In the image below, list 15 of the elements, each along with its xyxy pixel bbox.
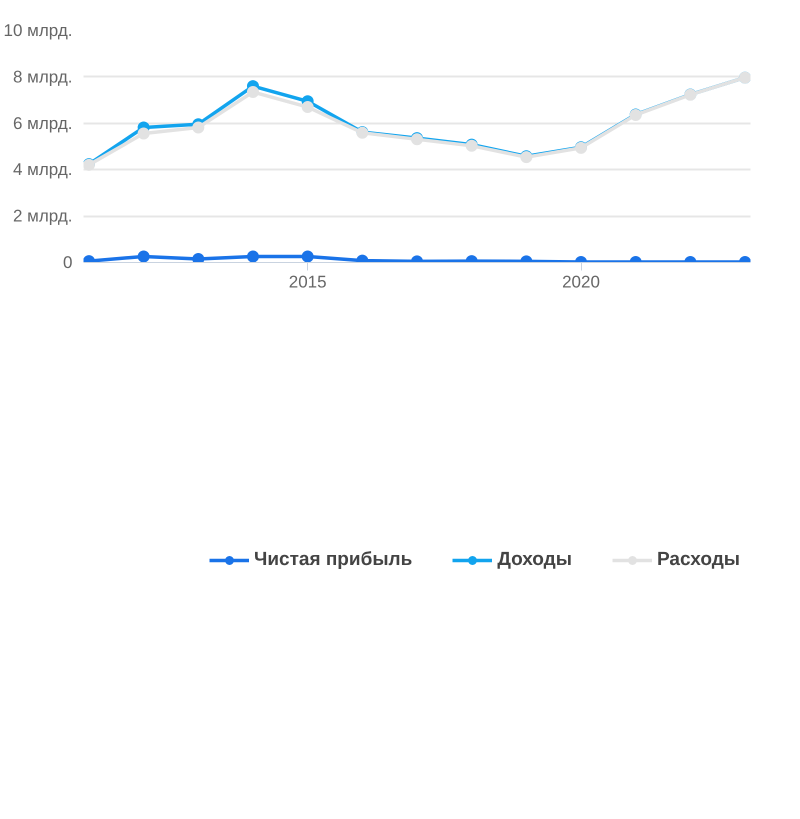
legend-label: Расходы [656,549,740,571]
y-tick-label: 10 млрд. [4,21,73,40]
point [192,121,204,134]
x-tick-label: 2015 [288,272,327,292]
point [302,101,314,114]
legend-label: Чистая прибыль [254,549,412,571]
y-tick-label: 2 млрд. [13,206,73,226]
x-tick-label: 2020 [562,272,600,292]
y-tick-label: 8 млрд. [13,67,73,86]
point [138,128,150,140]
legend-label: Доходы [497,549,572,571]
point [246,86,259,98]
y-tick-label: 6 млрд. [13,114,73,133]
y-tick-label: 0 [63,253,73,272]
y-tick-label: 4 млрд. [13,160,73,180]
